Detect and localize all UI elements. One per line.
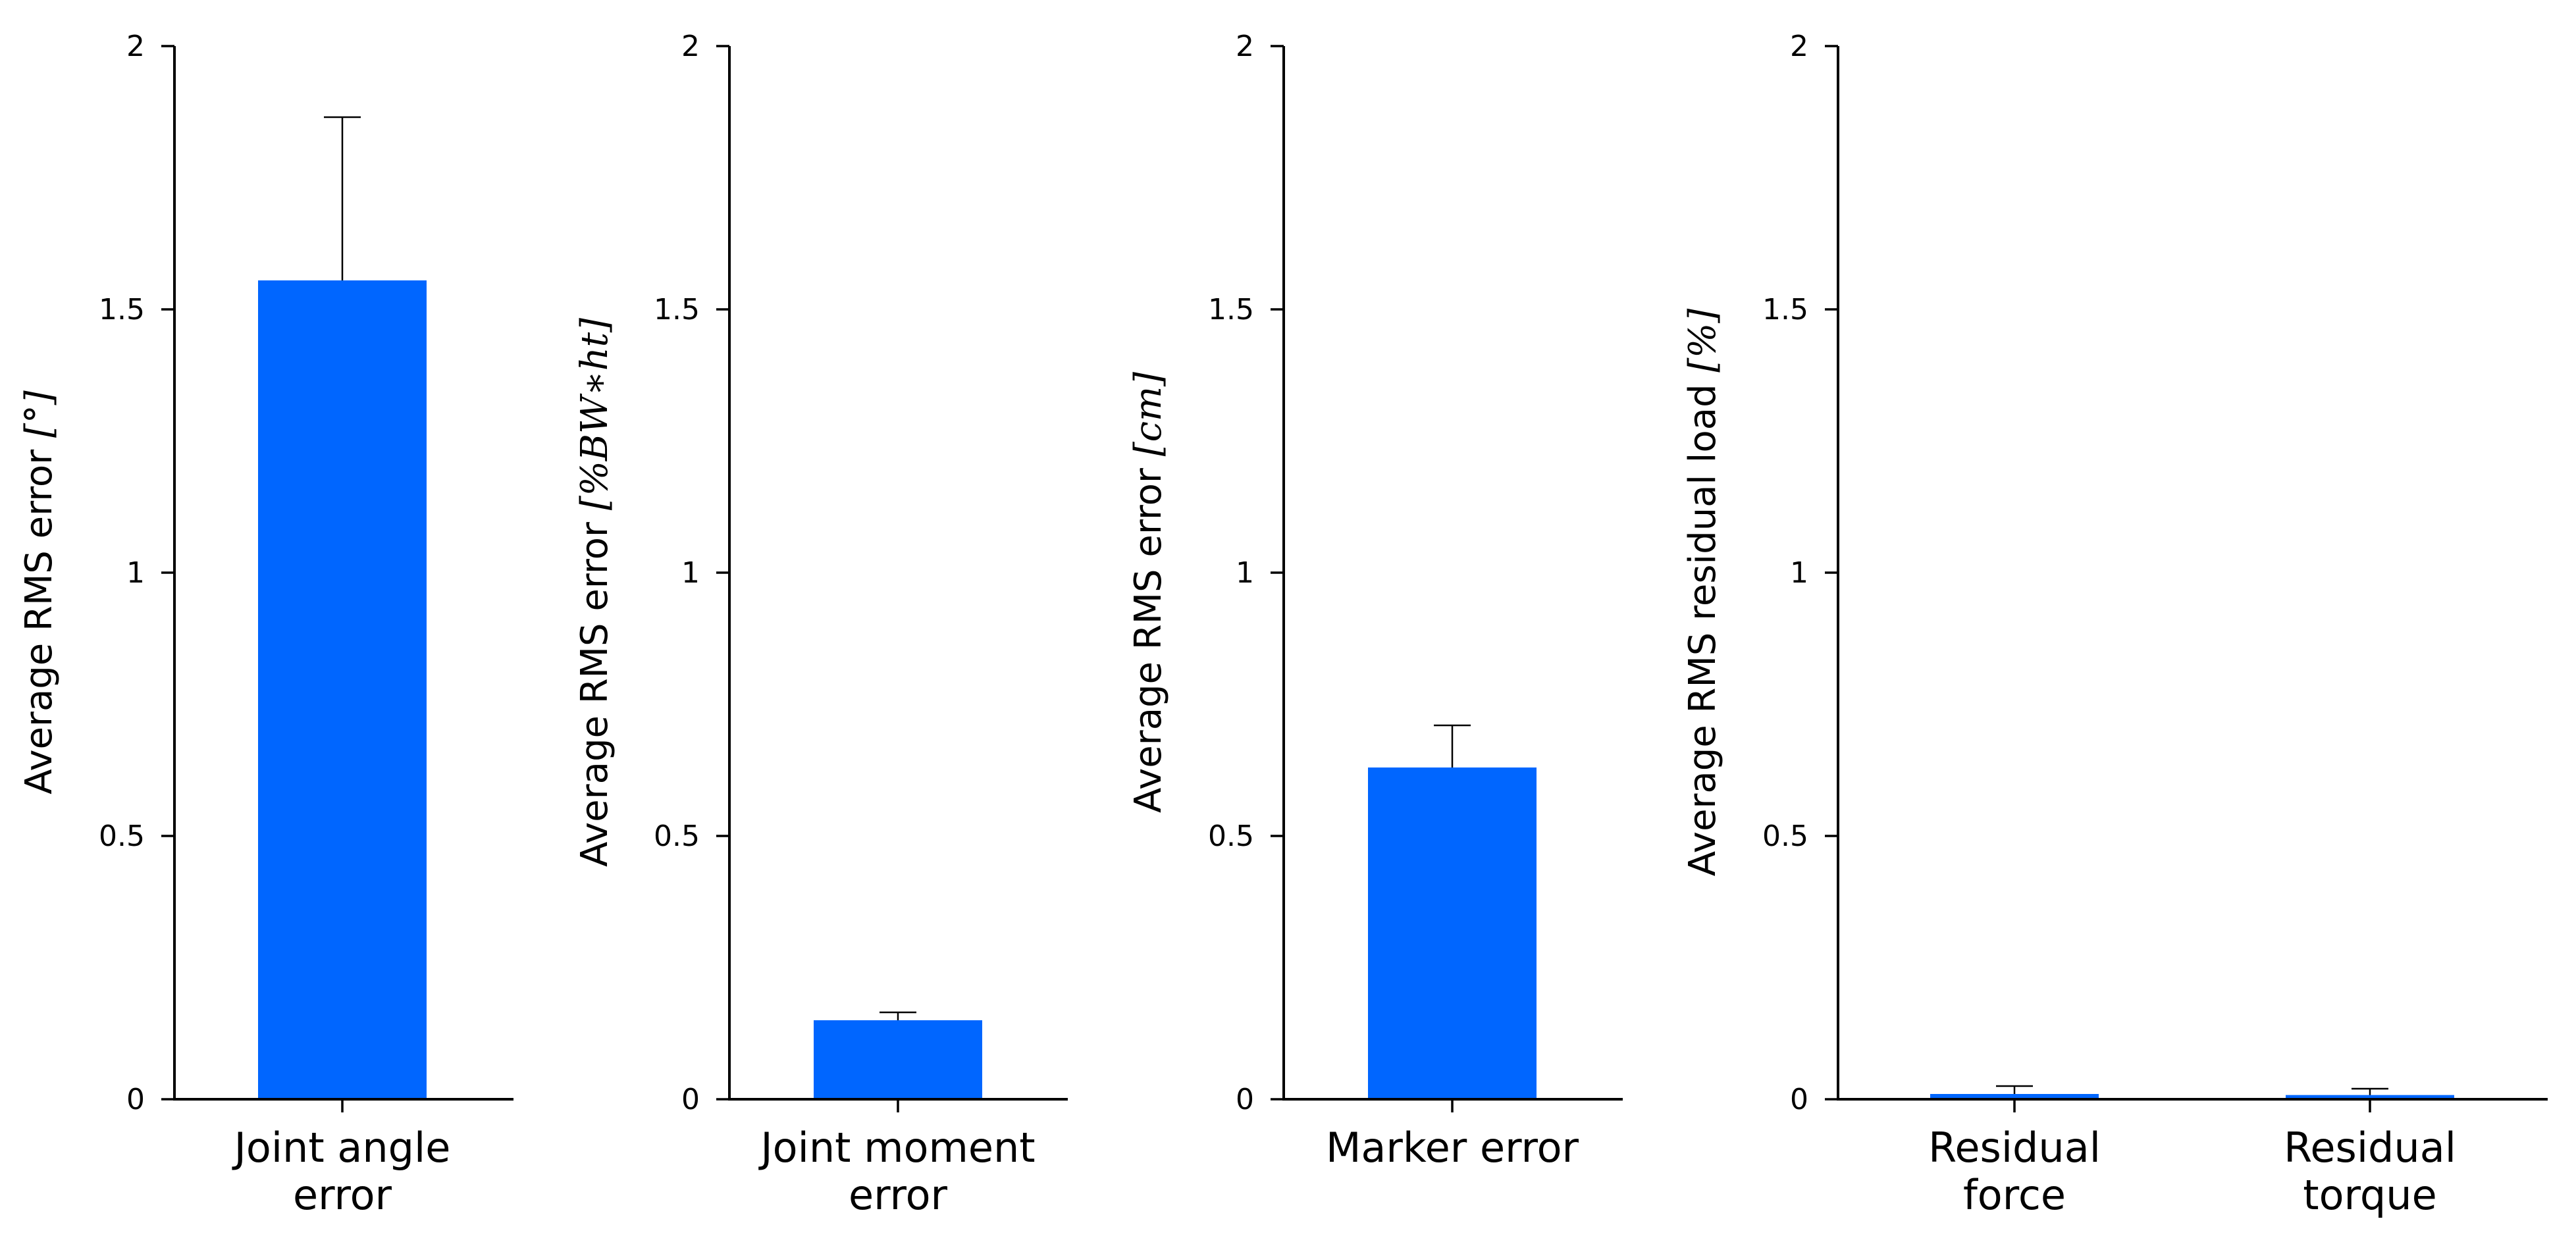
bar-1 (1368, 767, 1537, 1099)
y-axis-label: Average RMS error [°] (18, 390, 61, 794)
y-tick-label: 2 (1790, 30, 1808, 63)
x-tick-label: Joint angle error (232, 1124, 451, 1219)
y-tick-label: 1.5 (1208, 293, 1254, 326)
y-tick-label: 2 (1236, 30, 1254, 63)
bar-1 (258, 280, 427, 1099)
y-tick-label: 0.5 (99, 819, 145, 853)
bar-2 (2286, 1095, 2454, 1099)
chart-panel-1: 0 0.5 1 1.5 2 Joint angle error Average RMS err… (18, 30, 513, 1219)
y-tick-label: 1.5 (1762, 293, 1808, 326)
y-tick-label: 1 (1236, 556, 1254, 590)
chart-panel-2: 0 0.5 1 1.5 2 Joint moment error Average RMS er… (573, 30, 1068, 1219)
y-tick-label: 1 (126, 556, 145, 590)
y-tick-label: 1.5 (654, 293, 700, 326)
chart-panel-3: 0 0.5 1 1.5 2 Marker error Average RMS error [… (1127, 30, 1623, 1172)
bar-1 (814, 1020, 982, 1099)
y-axis-label: Average RMS error [cm] (1127, 372, 1170, 813)
x-tick-label: Residual torque (2284, 1124, 2456, 1219)
y-tick-label: 0 (681, 1083, 700, 1116)
chart-panel-4: 0 0.5 1 1.5 2 Residual force Residual torque Aver… (1681, 30, 2548, 1219)
y-tick-label: 2 (126, 30, 145, 63)
y-axis-label: Average RMS error [%BW∗ht] (573, 318, 616, 867)
y-tick-label: 1 (1790, 556, 1808, 590)
x-tick-label: Residual force (1928, 1124, 2101, 1219)
y-tick-label: 1.5 (99, 293, 145, 326)
bar-1 (1930, 1094, 2099, 1099)
y-axis-label: Average RMS residual load [%] (1681, 309, 1724, 877)
y-tick-label: 0 (1790, 1083, 1808, 1116)
y-tick-label: 1 (681, 556, 700, 590)
y-tick-label: 2 (681, 30, 700, 63)
y-tick-label: 0.5 (1762, 819, 1808, 853)
y-tick-label: 0.5 (654, 819, 700, 853)
y-tick-label: 0 (1236, 1083, 1254, 1116)
y-tick-label: 0 (126, 1083, 145, 1116)
y-tick-label: 0.5 (1208, 819, 1254, 853)
x-tick-label: Marker error (1326, 1124, 1579, 1172)
x-tick-label: Joint moment error (758, 1124, 1035, 1219)
